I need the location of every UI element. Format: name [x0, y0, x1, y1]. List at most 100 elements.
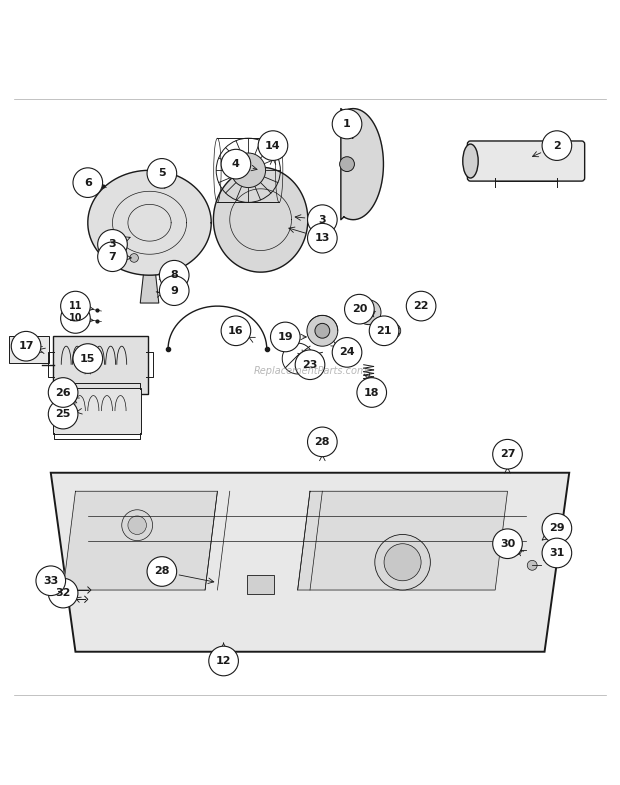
Text: 30: 30 [500, 539, 515, 549]
Polygon shape [298, 491, 508, 590]
Circle shape [130, 254, 138, 262]
Circle shape [147, 159, 177, 188]
Text: 5: 5 [158, 169, 166, 178]
Ellipse shape [463, 144, 478, 178]
Text: 27: 27 [500, 449, 515, 459]
Circle shape [418, 300, 430, 312]
Polygon shape [341, 108, 383, 220]
Text: 33: 33 [43, 575, 58, 586]
Circle shape [384, 544, 421, 581]
Circle shape [48, 400, 78, 429]
Circle shape [345, 294, 374, 324]
Circle shape [363, 307, 374, 318]
Text: 28: 28 [314, 437, 330, 447]
Text: 22: 22 [414, 301, 429, 311]
Polygon shape [88, 170, 211, 276]
Circle shape [308, 224, 337, 253]
Text: 28: 28 [154, 567, 170, 576]
Circle shape [493, 440, 522, 469]
Text: 21: 21 [376, 326, 392, 336]
Circle shape [308, 427, 337, 457]
Circle shape [221, 316, 250, 345]
Text: 14: 14 [265, 141, 281, 151]
Text: 32: 32 [55, 588, 71, 598]
Circle shape [221, 149, 250, 179]
Circle shape [11, 331, 41, 361]
Circle shape [527, 560, 537, 570]
Circle shape [370, 316, 399, 345]
Text: 12: 12 [216, 656, 231, 666]
Text: 20: 20 [352, 304, 367, 314]
Circle shape [209, 646, 239, 676]
Circle shape [493, 529, 522, 559]
Circle shape [357, 378, 386, 407]
Circle shape [308, 205, 337, 235]
Text: 25: 25 [55, 409, 71, 419]
Circle shape [147, 557, 177, 586]
Text: 7: 7 [108, 252, 117, 261]
Text: 3: 3 [108, 239, 117, 250]
Circle shape [542, 131, 572, 160]
FancyBboxPatch shape [9, 336, 49, 363]
Circle shape [36, 566, 66, 596]
Circle shape [48, 378, 78, 407]
Circle shape [61, 304, 91, 334]
FancyBboxPatch shape [467, 141, 585, 181]
Circle shape [406, 291, 436, 321]
Text: 8: 8 [170, 270, 178, 280]
Circle shape [159, 261, 189, 290]
Circle shape [270, 322, 300, 352]
Text: 29: 29 [549, 524, 565, 533]
Circle shape [162, 271, 174, 282]
Circle shape [61, 291, 91, 321]
Text: 9: 9 [170, 286, 178, 296]
FancyBboxPatch shape [53, 388, 141, 434]
Text: 23: 23 [303, 360, 317, 370]
Circle shape [122, 509, 153, 541]
Polygon shape [213, 167, 308, 272]
Circle shape [542, 513, 572, 543]
Circle shape [73, 168, 103, 198]
Text: 24: 24 [339, 348, 355, 357]
Circle shape [315, 323, 330, 338]
Text: 26: 26 [55, 388, 71, 397]
Text: 18: 18 [364, 388, 379, 397]
Circle shape [307, 316, 338, 346]
Text: 6: 6 [84, 177, 92, 188]
Text: 19: 19 [278, 332, 293, 342]
Circle shape [98, 242, 127, 272]
Text: 17: 17 [19, 341, 34, 351]
Polygon shape [63, 491, 218, 590]
Circle shape [332, 338, 362, 367]
Circle shape [295, 350, 325, 379]
Text: 3: 3 [319, 214, 326, 225]
Circle shape [73, 344, 103, 374]
Circle shape [128, 516, 146, 535]
Text: 4: 4 [232, 159, 240, 169]
Circle shape [386, 323, 401, 338]
Text: 31: 31 [549, 548, 565, 558]
Circle shape [542, 539, 572, 568]
Circle shape [231, 153, 265, 188]
Circle shape [332, 109, 362, 139]
Circle shape [340, 157, 355, 172]
Text: 10: 10 [69, 313, 82, 323]
Circle shape [48, 579, 78, 608]
Text: 2: 2 [553, 141, 560, 151]
Text: 11: 11 [69, 301, 82, 311]
Circle shape [356, 300, 381, 325]
Text: 13: 13 [315, 233, 330, 243]
Circle shape [98, 229, 127, 259]
Text: 1: 1 [343, 119, 351, 129]
Circle shape [159, 276, 189, 305]
FancyBboxPatch shape [247, 575, 274, 594]
Text: 16: 16 [228, 326, 244, 336]
Text: ReplacementParts.com: ReplacementParts.com [253, 366, 367, 376]
FancyBboxPatch shape [53, 336, 148, 394]
Circle shape [375, 535, 430, 590]
Polygon shape [140, 276, 159, 303]
Circle shape [512, 545, 521, 555]
Polygon shape [51, 473, 569, 652]
Circle shape [258, 131, 288, 160]
Text: 15: 15 [80, 353, 95, 363]
